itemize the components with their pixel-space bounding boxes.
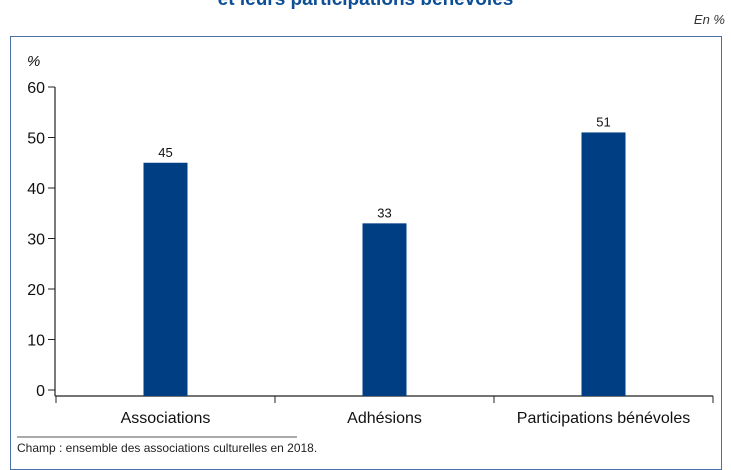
y-tick-label: 30 (27, 232, 45, 249)
x-category-label: Associations (121, 410, 211, 427)
bar (362, 223, 407, 396)
bar-value-label: 33 (377, 205, 391, 220)
y-tick-label: 20 (27, 282, 45, 299)
bar-value-label: 51 (596, 114, 610, 129)
y-tick-label: 10 (27, 333, 45, 350)
chart-title-fragment: et leurs participations bénévoles (0, 0, 731, 11)
source-note: Champ : ensemble des associations cultur… (17, 441, 318, 455)
bar-value-label: 45 (158, 145, 172, 160)
y-tick-label: 60 (27, 80, 45, 97)
bar (143, 162, 188, 396)
y-tick-label: 50 (27, 131, 45, 148)
x-category-label: Adhésions (347, 410, 422, 427)
y-tick-label: 40 (27, 181, 45, 198)
x-category-label: Participations bénévoles (517, 410, 690, 427)
y-axis-label: % (27, 53, 40, 70)
unit-note: En % (693, 12, 725, 27)
y-tick-label: 0 (36, 383, 45, 400)
bar (581, 132, 626, 396)
